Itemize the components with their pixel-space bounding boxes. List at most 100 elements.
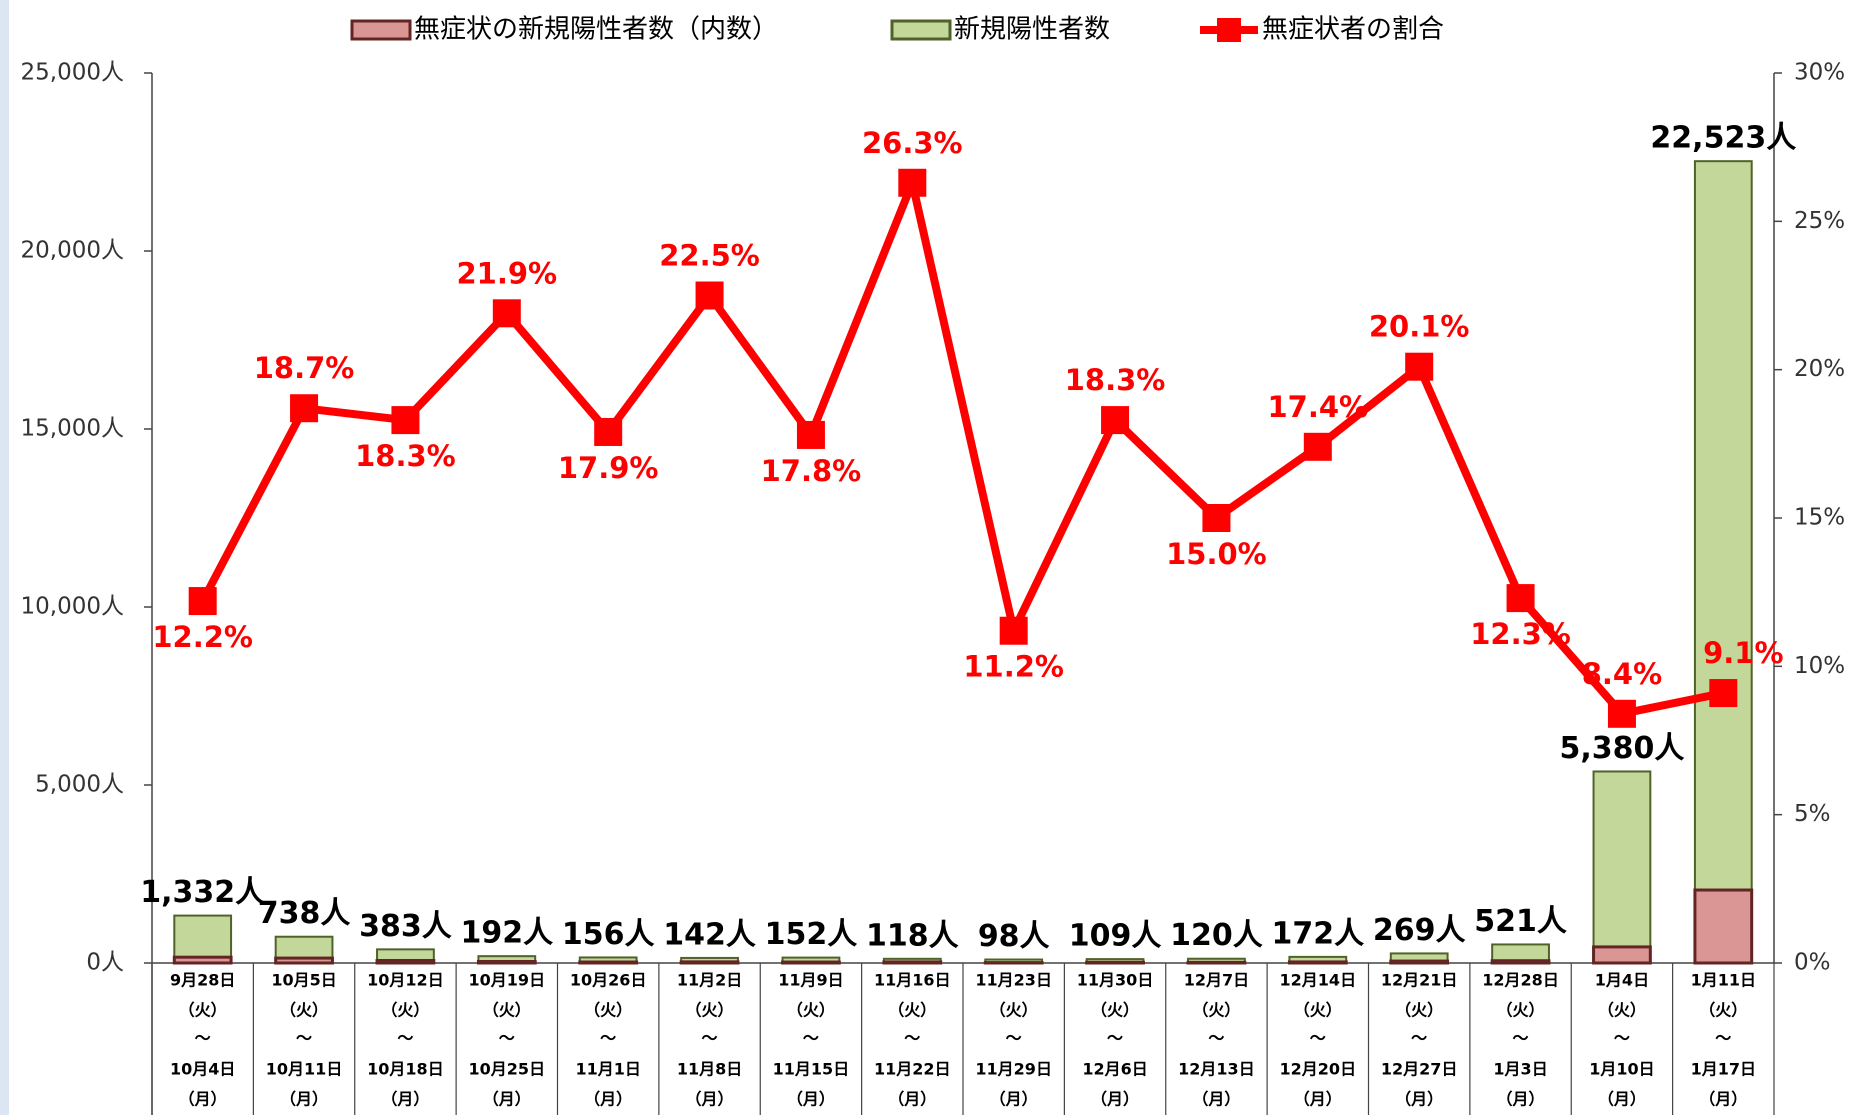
x-tick-label: 12月20日 — [1280, 1060, 1357, 1079]
bar-value-label: 98人 — [978, 919, 1050, 954]
x-tick-label: 9月28日 — [170, 971, 235, 990]
x-tick-label: ～ — [195, 1029, 211, 1048]
y2-tick-label: 5% — [1794, 801, 1831, 827]
x-tick-label: 12月27日 — [1381, 1060, 1458, 1079]
x-tick-label: 10月5日 — [271, 971, 336, 990]
bar — [1693, 888, 1754, 965]
x-tick-label: 12月21日 — [1381, 971, 1458, 990]
y-tick-label: 10,000人 — [21, 594, 124, 620]
line-marker — [898, 168, 927, 197]
y-tick-label: 15,000人 — [21, 416, 124, 442]
y-tick-label: 0人 — [86, 950, 124, 976]
line-marker — [188, 587, 217, 616]
bar-value-label: 118人 — [866, 918, 959, 953]
x-tick-label: ～ — [397, 1029, 413, 1048]
y2-tick-label: 10% — [1794, 653, 1845, 679]
x-tick-label: 1月3日 — [1493, 1060, 1547, 1079]
x-tick-label: ～ — [499, 1029, 515, 1048]
line-value-label: 11.2% — [963, 650, 1064, 684]
x-tick-label: （火） — [1091, 1001, 1139, 1020]
bar-value-label: 142人 — [663, 917, 756, 952]
bar — [1389, 959, 1450, 965]
x-tick-label: ～ — [803, 1029, 819, 1048]
x-tick-label: （火） — [888, 1001, 936, 1020]
x-tick-label: 11月23日 — [975, 971, 1052, 990]
x-tick-label: （火） — [381, 1001, 429, 1020]
bar — [679, 960, 740, 965]
x-tick-label: ～ — [904, 1029, 920, 1048]
side-strip — [0, 0, 9, 1115]
bar-value-label: 152人 — [765, 917, 858, 952]
x-tick-label: 12月14日 — [1280, 971, 1357, 990]
x-tick-label: （月） — [1192, 1090, 1240, 1109]
y2-tick-label: 25% — [1794, 208, 1845, 234]
x-tick-label: （月） — [179, 1090, 227, 1109]
bar — [274, 956, 334, 965]
x-tick-label: 1月10日 — [1589, 1060, 1654, 1079]
y2-tick-label: 15% — [1794, 505, 1845, 531]
x-tick-label: （火） — [787, 1001, 835, 1020]
y-tick-label: 20,000人 — [21, 238, 124, 264]
x-tick-label: （火） — [584, 1001, 632, 1020]
bar-value-label: 383人 — [359, 909, 452, 944]
x-tick-label: （月） — [787, 1090, 835, 1109]
legend-label: 無症状の新規陽性者数（内数） — [414, 15, 778, 45]
line-value-label: 22.5% — [659, 239, 760, 273]
line-value-label: 18.3% — [1065, 363, 1166, 397]
x-tick-label: （月） — [686, 1090, 734, 1109]
line-value-label: 17.4% — [1268, 390, 1369, 424]
bar — [172, 955, 233, 965]
legend-swatch — [1217, 18, 1241, 42]
y-tick-label: 25,000人 — [21, 60, 124, 86]
x-tick-label: （月） — [990, 1090, 1038, 1109]
bar — [173, 914, 233, 965]
x-tick-label: 12月28日 — [1482, 971, 1559, 990]
x-tick-label: （火） — [1294, 1001, 1342, 1020]
line-marker — [1405, 352, 1434, 381]
x-tick-label: 1月11日 — [1691, 971, 1756, 990]
line-marker — [1607, 699, 1636, 728]
x-tick-label: （火） — [1192, 1001, 1240, 1020]
bar-value-label: 156人 — [562, 917, 655, 952]
x-tick-label: ～ — [1411, 1029, 1427, 1048]
legend-swatch — [890, 19, 952, 41]
x-tick-label: （火） — [1497, 1001, 1545, 1020]
x-tick-label: 11月9日 — [778, 971, 843, 990]
line-value-label: 9.1% — [1703, 636, 1783, 670]
bar — [375, 959, 436, 965]
bar-value-label: 1,332人 — [140, 875, 265, 910]
line-marker — [695, 281, 724, 310]
x-tick-label: 11月22日 — [874, 1060, 951, 1079]
bar — [1592, 770, 1652, 964]
bar-value-label: 22,523人 — [1650, 121, 1796, 156]
x-tick-label: （月） — [1395, 1090, 1443, 1109]
line-value-label: 18.7% — [254, 351, 355, 385]
line-marker — [1506, 584, 1535, 613]
x-tick-label: （月） — [1699, 1090, 1747, 1109]
x-tick-label: ～ — [1310, 1029, 1326, 1048]
x-tick-label: （月） — [1091, 1090, 1139, 1109]
x-tick-label: 11月16日 — [874, 971, 951, 990]
x-tick-label: （月） — [584, 1090, 632, 1109]
bar-value-label: 269人 — [1373, 913, 1466, 948]
x-tick-label: （火） — [179, 1001, 227, 1020]
x-tick-label: 12月6日 — [1082, 1060, 1147, 1079]
x-tick-label: ～ — [1107, 1029, 1123, 1048]
line-marker — [391, 406, 420, 435]
x-tick-label: ～ — [702, 1029, 718, 1048]
x-tick-label: 10月12日 — [367, 971, 444, 990]
bar — [476, 960, 537, 965]
bar — [1287, 960, 1348, 965]
bar — [578, 960, 639, 965]
bar-value-label: 172人 — [1272, 916, 1365, 951]
x-tick-label: （火） — [1395, 1001, 1443, 1020]
line-value-label: 17.9% — [558, 451, 659, 485]
x-tick-label: ～ — [296, 1029, 312, 1048]
bar — [1490, 959, 1551, 965]
x-tick-label: 10月4日 — [170, 1060, 235, 1079]
bar — [1085, 960, 1145, 965]
line-marker — [999, 616, 1028, 645]
bar-value-label: 120人 — [1170, 918, 1263, 953]
bar-value-label: 521人 — [1474, 904, 1567, 939]
